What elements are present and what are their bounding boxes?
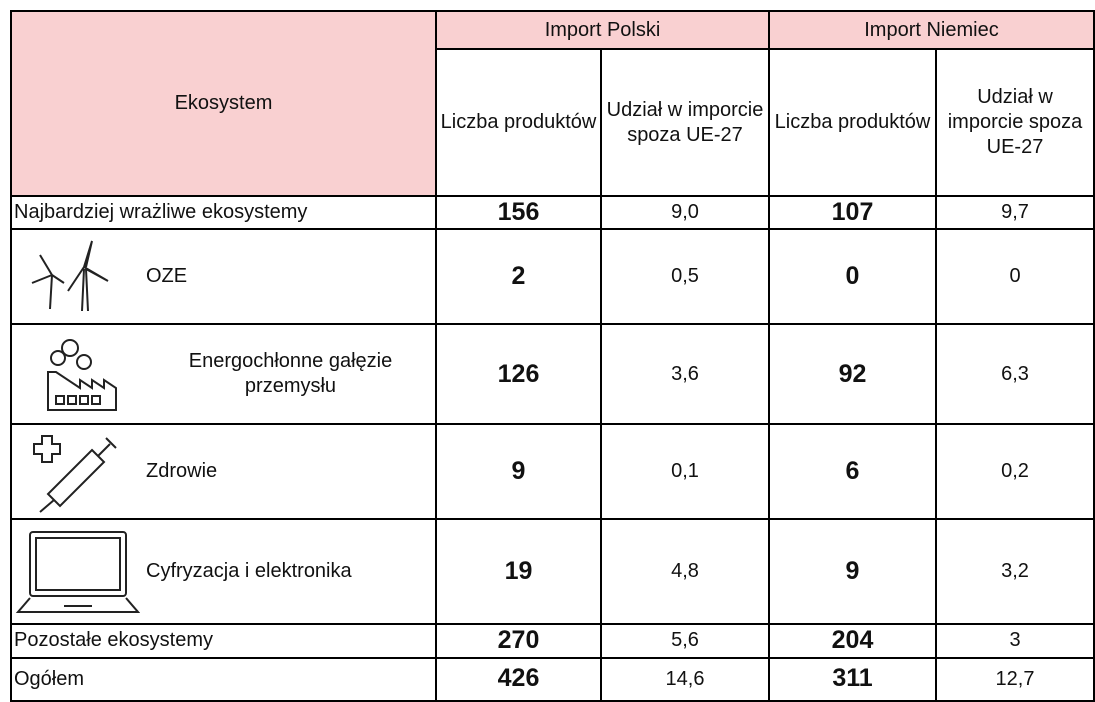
product-count: 426 — [435, 656, 602, 702]
subheader: Udział w imporcie spoza UE-27 — [600, 48, 770, 197]
import-share: 0,2 — [935, 423, 1095, 521]
row-label: Pozostałe ekosystemy — [10, 623, 437, 659]
import-share: 0,5 — [600, 228, 770, 326]
subheader: Udział w imporcie spoza UE-27 — [935, 48, 1095, 197]
product-count: 126 — [435, 323, 602, 426]
product-count: 9 — [768, 518, 937, 626]
row-label: Zdrowie — [146, 460, 218, 483]
wind-icon — [31, 240, 109, 311]
import-share: 14,6 — [600, 656, 770, 702]
import-share: 0 — [935, 228, 1095, 326]
row-label: Ogółem — [10, 656, 437, 702]
import-share: 12,7 — [935, 656, 1095, 702]
product-count: 6 — [768, 423, 937, 521]
row-label: Cyfryzacja i elektronika — [146, 560, 352, 583]
import-table: Ekosystem Import Polski Import Niemiec L… — [10, 10, 1095, 702]
import-share: 9,7 — [935, 194, 1095, 231]
row-label: OZE — [146, 265, 188, 288]
product-count: 156 — [435, 194, 602, 231]
subheader: Liczba produktów — [768, 48, 937, 197]
laptop-icon — [15, 530, 140, 613]
row-label-cell: Zdrowie — [10, 423, 437, 521]
product-count: 19 — [435, 518, 602, 626]
product-count: 204 — [768, 623, 937, 659]
product-count: 2 — [435, 228, 602, 326]
product-count: 107 — [768, 194, 937, 231]
factory-icon — [47, 339, 117, 412]
import-share: 6,3 — [935, 323, 1095, 426]
import-share: 3,6 — [600, 323, 770, 426]
product-count: 9 — [435, 423, 602, 521]
product-count: 270 — [435, 623, 602, 659]
import-share: 3 — [935, 623, 1095, 659]
row-label: Najbardziej wrażliwe ekosystemy — [10, 194, 437, 231]
import-share: 3,2 — [935, 518, 1095, 626]
import-share: 9,0 — [600, 194, 770, 231]
row-label: Energochłonne gałęzie przemysłu — [188, 350, 393, 398]
row-label-cell: Energochłonne gałęzie przemysłu — [10, 323, 437, 426]
group-header: Import Niemiec — [768, 10, 1095, 50]
row-label-cell: Cyfryzacja i elektronika — [10, 518, 437, 626]
product-count: 92 — [768, 323, 937, 426]
header-cell: Ekosystem — [10, 10, 437, 197]
import-share: 5,6 — [600, 623, 770, 659]
product-count: 0 — [768, 228, 937, 326]
product-count: 311 — [768, 656, 937, 702]
import-share: 4,8 — [600, 518, 770, 626]
subheader: Liczba produktów — [435, 48, 602, 197]
row-label-cell: OZE — [10, 228, 437, 326]
syringe-icon — [33, 434, 117, 513]
import-share: 0,1 — [600, 423, 770, 521]
group-header: Import Polski — [435, 10, 770, 50]
